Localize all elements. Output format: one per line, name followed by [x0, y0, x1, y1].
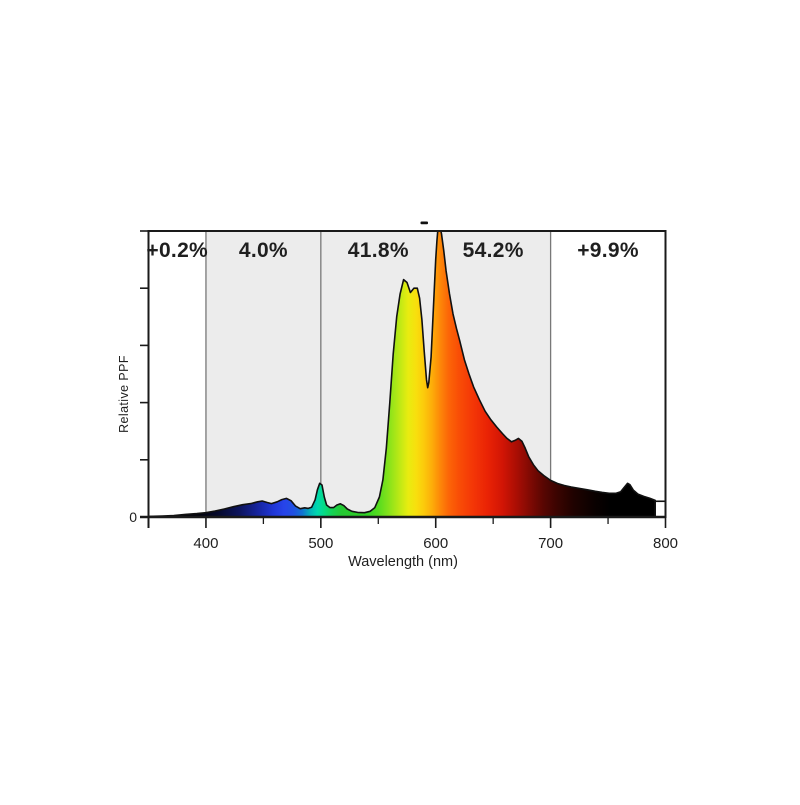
band-label-2: 41.8% — [348, 239, 409, 262]
band-percentage-labels: +0.2% 4.0% 41.8% 54.2% +9.9% — [146, 239, 638, 262]
axis-ticks: 400 500 600 700 800 — [140, 230, 678, 552]
band-divider-lines — [205, 231, 552, 517]
x-tick-label-400: 400 — [193, 535, 218, 552]
x-axis-title: Wavelength (nm) — [348, 554, 458, 570]
plot-frame — [140, 230, 667, 528]
spectrum-area — [147, 231, 656, 518]
y-axis-zero-label: 0 — [129, 509, 137, 525]
band-label-1: 4.0% — [239, 239, 288, 262]
shaded-band-1 — [205, 231, 321, 517]
x-tick-label-500: 500 — [308, 535, 333, 552]
y-axis-title: Relative PPF — [117, 355, 131, 433]
spectrum-curve — [147, 231, 666, 518]
band-label-4: +9.9% — [577, 239, 639, 262]
band-label-0: +0.2% — [146, 239, 208, 262]
peak-tip-mark — [420, 221, 428, 225]
band-label-3: 54.2% — [463, 239, 524, 262]
x-tick-label-800: 800 — [653, 535, 678, 552]
x-tick-label-600: 600 — [423, 535, 448, 552]
x-tick-label-700: 700 — [538, 535, 563, 552]
